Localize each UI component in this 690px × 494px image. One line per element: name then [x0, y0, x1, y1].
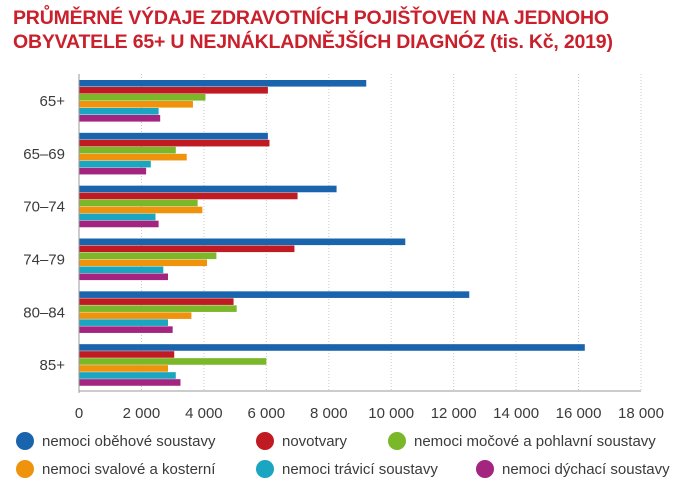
bar-4-4 — [79, 259, 208, 267]
bar-2-1 — [79, 87, 268, 94]
bar-4-5 — [79, 312, 192, 319]
x-tick-label: 8 000 — [310, 405, 348, 422]
x-tick-label: 6 000 — [248, 405, 286, 422]
x-tick-label: 4 000 — [185, 405, 223, 422]
bar-6-4 — [79, 273, 168, 281]
bar-5-6 — [79, 372, 176, 379]
bar-6-1 — [79, 115, 161, 122]
legend-swatch — [16, 460, 34, 478]
legend-label: nemoci močové a pohlavní soustavy — [414, 432, 656, 450]
bar-4-1 — [79, 101, 193, 108]
category-label: 65+ — [40, 93, 66, 110]
bar-4-6 — [79, 365, 168, 372]
x-tick-label: 10 000 — [368, 405, 414, 422]
bar-6-5 — [79, 326, 173, 333]
legend-item: nemoci oběhové soustavy — [16, 432, 215, 450]
bar-6-2 — [79, 167, 147, 175]
bar-5-4 — [79, 266, 164, 274]
bar-1-2 — [79, 132, 268, 140]
x-tick-label: 18 000 — [618, 405, 664, 422]
bar-3-2 — [79, 146, 176, 154]
bar-1-4 — [79, 238, 406, 246]
legend-item: nemoci močové a pohlavní soustavy — [388, 432, 656, 450]
bar-6-3 — [79, 220, 159, 228]
legend-item: nemoci trávicí soustavy — [256, 460, 438, 478]
x-tick-label: 12 000 — [431, 405, 477, 422]
legend-item: nemoci dýchací soustavy — [476, 460, 670, 478]
bar-2-5 — [79, 298, 234, 305]
bar-5-1 — [79, 108, 159, 115]
legend-item: novotvary — [256, 432, 347, 450]
legend-swatch — [476, 460, 494, 478]
bar-3-5 — [79, 305, 237, 312]
bar-2-4 — [79, 245, 295, 253]
bar-4-3 — [79, 206, 203, 214]
category-label: 65–69 — [23, 146, 65, 163]
bar-1-1 — [79, 80, 367, 87]
bar-3-4 — [79, 252, 217, 260]
bar-5-5 — [79, 319, 168, 326]
legend-label: nemoci trávicí soustavy — [282, 460, 438, 478]
legend-item: nemoci svalové a kosterní — [16, 460, 215, 478]
legend-label: nemoci oběhové soustavy — [42, 432, 216, 450]
x-tick-label: 14 000 — [493, 405, 539, 422]
bar-3-6 — [79, 358, 267, 365]
chart-title: PRŮMĚRNÉ VÝDAJE ZDRAVOTNÍCH POJIŠŤOVEN N… — [13, 6, 683, 54]
category-label: 80–84 — [23, 304, 65, 321]
category-label: 70–74 — [23, 199, 65, 216]
bar-chart: 65+ 65–69 70–74 74–79 80–84 85+ 0 2 000 4 000 6 0… — [23, 74, 664, 422]
legend-swatch — [388, 432, 406, 450]
category-label: 85+ — [40, 357, 66, 374]
bar-2-3 — [79, 192, 298, 200]
legend-label: novotvary — [282, 432, 348, 450]
chart-title-line-2: OBYVATELE 65+ U NEJNÁKLADNĚJŠÍCH DIAGNÓZ… — [13, 31, 613, 53]
legend-swatch — [256, 432, 274, 450]
legend-label: nemoci svalové a kosterní — [42, 460, 216, 478]
bar-1-5 — [79, 291, 470, 298]
bar-3-3 — [79, 199, 198, 207]
bar-6-6 — [79, 379, 181, 386]
bar-2-2 — [79, 139, 270, 147]
category-label: 74–79 — [23, 252, 65, 269]
bar-3-1 — [79, 94, 206, 101]
x-tick-label: 2 000 — [123, 405, 161, 422]
x-tick-label: 0 — [75, 405, 83, 422]
bar-5-3 — [79, 213, 156, 221]
legend-swatch — [16, 432, 34, 450]
bar-4-2 — [79, 153, 187, 161]
chart-title-line-1: PRŮMĚRNÉ VÝDAJE ZDRAVOTNÍCH POJIŠŤOVEN N… — [13, 7, 609, 29]
bar-5-2 — [79, 160, 151, 168]
bar-1-3 — [79, 185, 337, 193]
bar-1-6 — [79, 344, 585, 351]
x-tick-label: 16 000 — [556, 405, 602, 422]
legend-label: nemoci dýchací soustavy — [502, 460, 670, 478]
legend-swatch — [256, 460, 274, 478]
bar-2-6 — [79, 351, 175, 358]
